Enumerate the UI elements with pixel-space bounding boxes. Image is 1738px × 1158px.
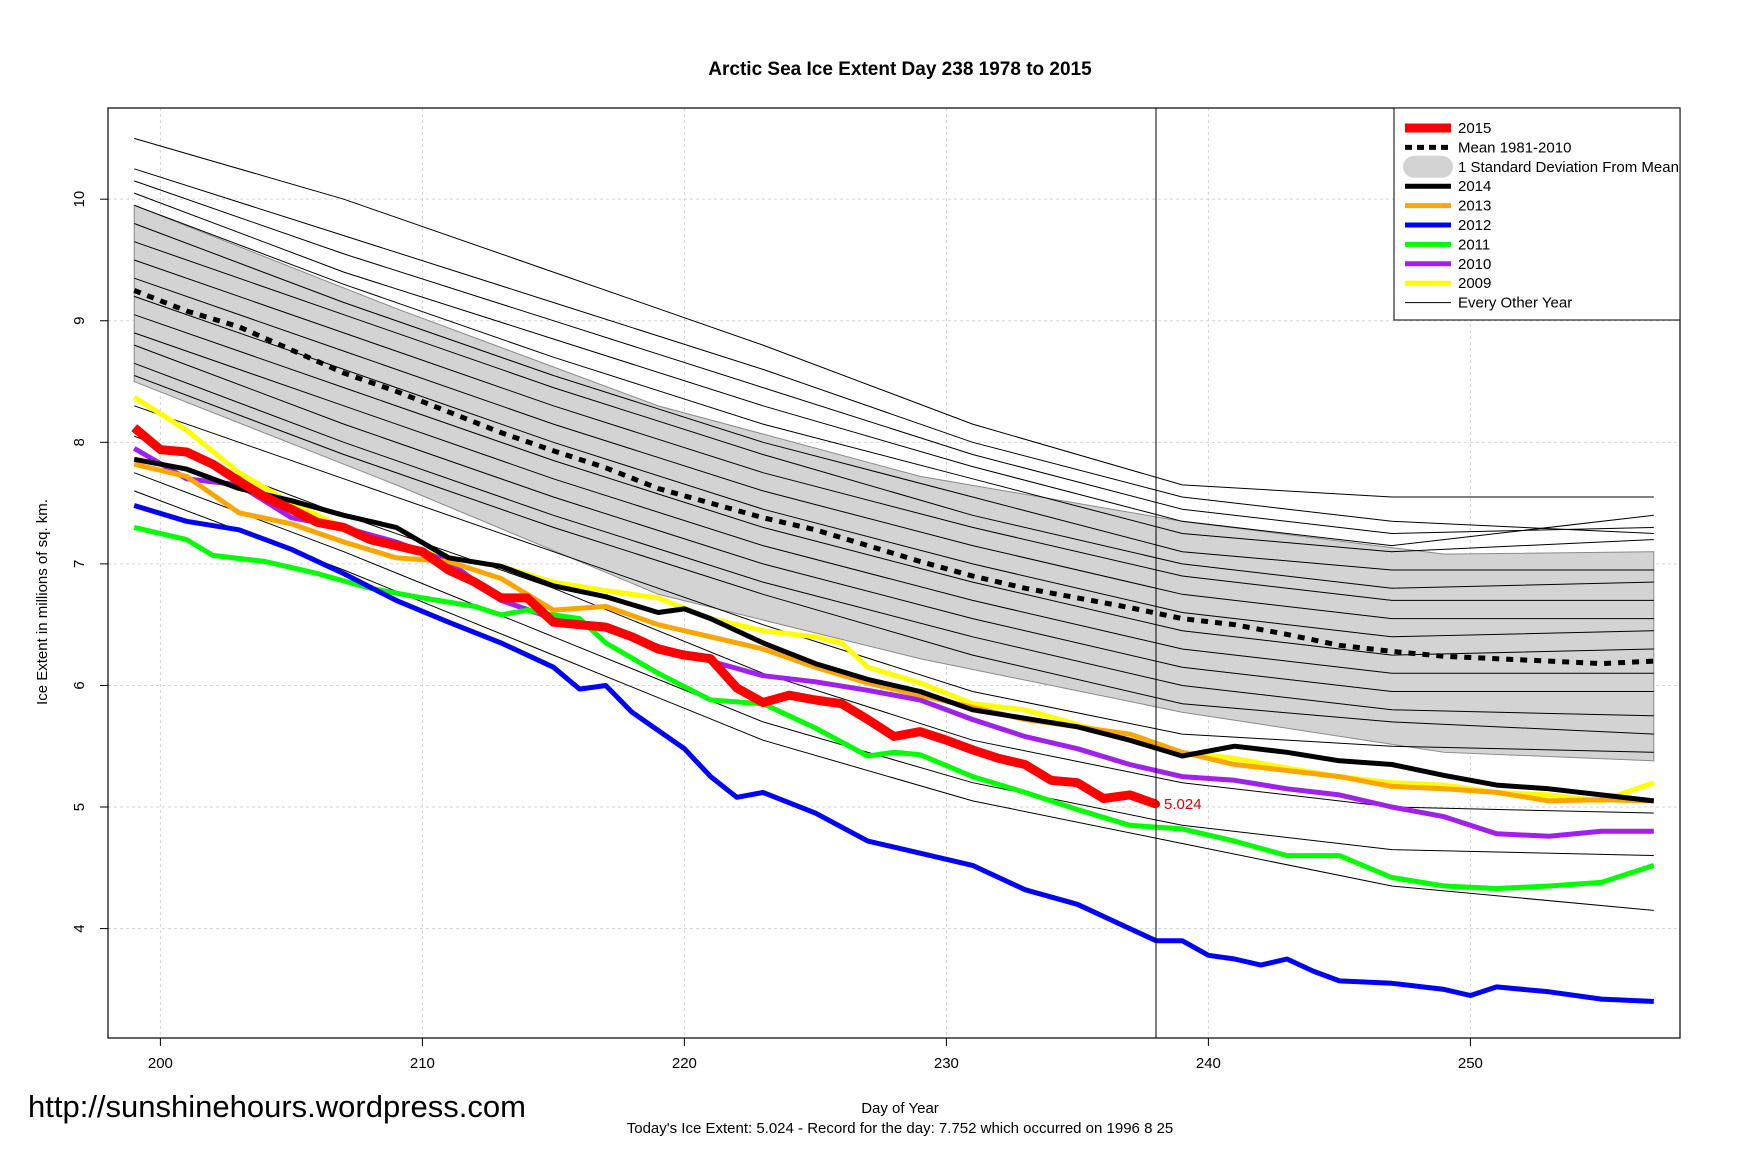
- every-other-year-line: [134, 137, 1654, 498]
- mean-line: [133, 288, 1654, 667]
- every-other-year-line: [134, 314, 1654, 656]
- x-axis: 200 210 220 230 240 250: [148, 1038, 1483, 1072]
- legend-label: 2013: [1458, 198, 1491, 215]
- legend-label: Every Other Year: [1458, 295, 1572, 312]
- plot-frame: [107, 107, 1681, 1039]
- y-axis-label: Ice Extent in millions of sq. km.: [34, 499, 51, 705]
- mean-layer: [133, 288, 1654, 667]
- every-other-year-line: [134, 168, 1654, 534]
- x-tick-label: 200: [148, 1055, 173, 1072]
- y-tick-label: 10: [71, 191, 88, 208]
- x-tick-label: 240: [1196, 1055, 1221, 1072]
- x-tick-label: 210: [410, 1055, 435, 1072]
- legend: 2015 Mean 1981-2010 1 Standard Deviation F…: [1393, 107, 1681, 321]
- legend-label: 2015: [1458, 120, 1491, 137]
- legend-label: 1 Standard Deviation From Mean: [1458, 159, 1679, 176]
- series-line-2014: [133, 456, 1655, 804]
- every-other-year-line: [134, 295, 1654, 638]
- y-tick-label: 9: [71, 317, 88, 325]
- y-tick-label: 5: [71, 803, 88, 811]
- every-other-year-line: [134, 362, 1654, 717]
- legend-label: 2012: [1458, 217, 1491, 234]
- x-tick-label: 230: [934, 1055, 959, 1072]
- chart-title: Arctic Sea Ice Extent Day 238 1978 to 20…: [708, 59, 1092, 80]
- end-value-label: 5.024: [1164, 796, 1202, 813]
- every-other-year-line: [134, 332, 1654, 674]
- every-other-year-line: [134, 277, 1654, 620]
- every-other-year-line: [134, 405, 1654, 753]
- y-tick-label: 7: [71, 560, 88, 568]
- series-layer: [131, 395, 1655, 1004]
- every-other-year-line: [134, 192, 1654, 547]
- footer-line-1: Today's Ice Extent: 5.024 - Record for t…: [627, 1120, 1174, 1137]
- series-line-2011: [133, 524, 1655, 891]
- every-other-year-line: [134, 375, 1654, 735]
- marker-layer: 5.024: [1152, 108, 1202, 1038]
- legend-label: Mean 1981-2010: [1458, 139, 1571, 156]
- every-other-year-line: [134, 344, 1654, 692]
- y-tick-label: 4: [71, 924, 88, 932]
- series-line-2013: [133, 461, 1654, 804]
- every-other-year-line: [134, 241, 1654, 589]
- y-tick-label: 6: [71, 681, 88, 689]
- legend-label: 2010: [1458, 256, 1491, 273]
- every-other-year-line: [134, 435, 1654, 814]
- legend-label: 2014: [1458, 178, 1491, 195]
- y-tick-label: 8: [71, 438, 88, 446]
- series-line-2015: [131, 424, 1158, 809]
- std-band-layer: [133, 204, 1655, 762]
- every-other-year-line: [134, 204, 1654, 553]
- every-other-year-line: [134, 223, 1654, 571]
- watermark-url: http://sunshinehours.wordpress.com: [28, 1089, 526, 1124]
- legend-label: 2009: [1458, 275, 1491, 292]
- every-other-year-line: [134, 472, 1654, 857]
- every-other-year-line: [134, 180, 1654, 535]
- std-band: [133, 204, 1655, 762]
- end-point: [1152, 800, 1160, 809]
- x-tick-label: 250: [1458, 1055, 1483, 1072]
- every-other-year-layer: [134, 137, 1654, 911]
- x-axis-label: Day of Year: [861, 1100, 939, 1117]
- series-line-2012: [133, 503, 1654, 1004]
- legend-label: 2011: [1458, 236, 1490, 253]
- legend-swatch: [1403, 155, 1453, 178]
- y-axis: 4 5 6 7 8 9 10: [71, 191, 108, 933]
- every-other-year-line: [134, 259, 1654, 601]
- every-other-year-line: [134, 490, 1654, 911]
- x-tick-label: 220: [672, 1055, 697, 1072]
